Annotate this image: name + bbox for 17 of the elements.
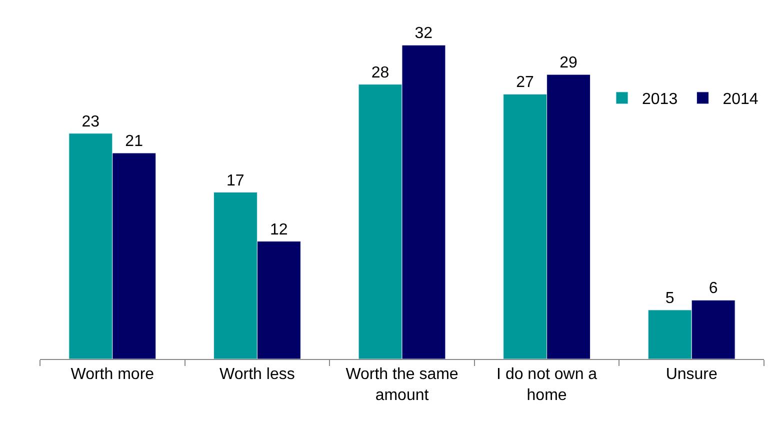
x-tick-label: Unsure bbox=[666, 366, 718, 384]
data-label: 28 bbox=[371, 64, 390, 82]
data-label: 6 bbox=[708, 280, 718, 298]
data-label: 29 bbox=[560, 54, 578, 72]
legend-label: 2014 bbox=[722, 91, 758, 108]
data-label: 17 bbox=[226, 172, 244, 190]
data-label: 32 bbox=[414, 25, 433, 42]
x-tick-label: Worth the same amount bbox=[346, 366, 458, 404]
data-label: 21 bbox=[125, 133, 144, 150]
legend-label: 2013 bbox=[642, 91, 678, 108]
data-label: 12 bbox=[270, 221, 288, 238]
data-label: 27 bbox=[516, 74, 534, 92]
x-tick-label: I do not own a home bbox=[496, 366, 598, 404]
data-label: 23 bbox=[82, 113, 100, 130]
data-label: 5 bbox=[665, 290, 674, 307]
x-tick-label: Worth more bbox=[70, 366, 154, 384]
x-tick-label: Worth less bbox=[220, 366, 295, 384]
